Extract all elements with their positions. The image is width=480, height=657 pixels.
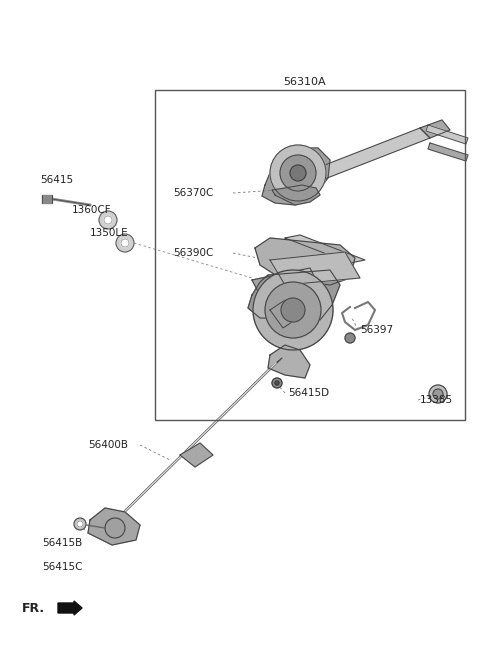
Polygon shape xyxy=(285,235,365,263)
Polygon shape xyxy=(312,128,430,180)
Polygon shape xyxy=(270,300,298,328)
Text: 56415: 56415 xyxy=(40,175,73,185)
Circle shape xyxy=(275,381,279,385)
Polygon shape xyxy=(248,270,340,320)
Circle shape xyxy=(270,145,326,201)
Bar xyxy=(42,195,52,203)
Text: 56397: 56397 xyxy=(360,325,393,335)
Polygon shape xyxy=(112,358,282,523)
Polygon shape xyxy=(270,252,360,285)
Circle shape xyxy=(121,239,129,247)
Text: 56370C: 56370C xyxy=(173,188,214,198)
Circle shape xyxy=(265,282,321,338)
Circle shape xyxy=(280,155,316,191)
Circle shape xyxy=(74,518,86,530)
Text: 56310A: 56310A xyxy=(284,77,326,87)
Polygon shape xyxy=(252,268,325,310)
Text: 56400B: 56400B xyxy=(88,440,128,450)
Circle shape xyxy=(77,521,83,527)
Text: 1350LE: 1350LE xyxy=(90,228,129,238)
Circle shape xyxy=(290,165,306,181)
Circle shape xyxy=(429,385,447,403)
Text: 56415B: 56415B xyxy=(42,538,82,548)
Circle shape xyxy=(105,518,125,538)
Polygon shape xyxy=(428,143,468,161)
Circle shape xyxy=(433,389,443,399)
Text: 56390C: 56390C xyxy=(173,248,214,258)
Polygon shape xyxy=(180,443,213,467)
Text: 13385: 13385 xyxy=(420,395,453,405)
Polygon shape xyxy=(88,508,140,545)
Polygon shape xyxy=(420,120,450,138)
Bar xyxy=(155,90,465,420)
Polygon shape xyxy=(268,345,310,378)
Text: 56415C: 56415C xyxy=(42,562,83,572)
Circle shape xyxy=(116,234,134,252)
Circle shape xyxy=(345,333,355,343)
FancyArrow shape xyxy=(58,601,82,615)
Circle shape xyxy=(253,270,333,350)
Circle shape xyxy=(281,298,305,322)
Text: 1360CF: 1360CF xyxy=(72,205,112,215)
Polygon shape xyxy=(255,238,355,285)
Polygon shape xyxy=(426,125,468,144)
Circle shape xyxy=(99,211,117,229)
Text: 56415D: 56415D xyxy=(288,388,329,398)
Polygon shape xyxy=(272,185,320,205)
Text: FR.: FR. xyxy=(22,602,45,614)
Polygon shape xyxy=(262,148,330,205)
Circle shape xyxy=(272,378,282,388)
Circle shape xyxy=(104,216,112,224)
